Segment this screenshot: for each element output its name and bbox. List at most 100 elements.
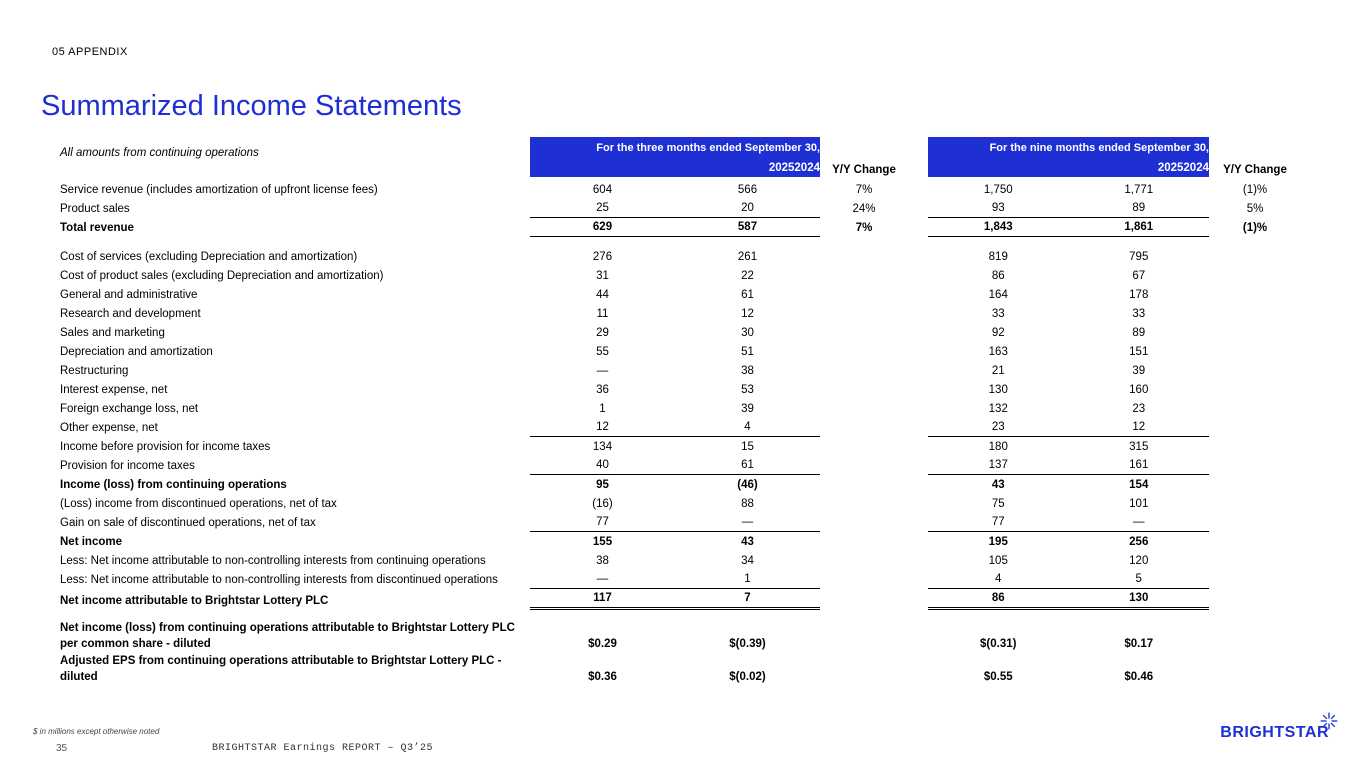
- three-month-years: 2025 2024: [769, 162, 820, 174]
- value-cell: 75: [991, 498, 1005, 510]
- table-row: Income before provision for income taxes…: [60, 437, 1310, 456]
- yy-change-cell: (1)%: [1242, 184, 1268, 196]
- value-cell: 566: [737, 184, 758, 196]
- nine-month-header: For the nine months ended September 30, …: [928, 137, 1209, 177]
- table-row: Depreciation and amortization 55 51 163 151: [60, 342, 1310, 361]
- table-row: Foreign exchange loss, net 1 39 132 23: [60, 399, 1310, 418]
- value-cell: 130: [1129, 592, 1149, 604]
- value-cell: 117: [593, 592, 612, 604]
- three-month-values: $0.36 $(0.02): [530, 668, 820, 686]
- value-cell: 1,861: [1124, 221, 1154, 233]
- value-cell: 12: [1132, 421, 1146, 433]
- value-cell: 15: [741, 441, 754, 453]
- value-cell: 4: [995, 573, 1002, 585]
- value-cell: 12: [741, 308, 754, 320]
- value-cell: (16): [592, 498, 613, 510]
- value-cell: 38: [596, 555, 609, 567]
- table-row: Adjusted EPS from continuing operations …: [60, 653, 1310, 686]
- value-cell: $0.29: [588, 638, 617, 650]
- table-body: Service revenue (includes amortization o…: [60, 180, 1310, 686]
- table-row: Restructuring — 38 21 39: [60, 361, 1310, 380]
- value-cell: 134: [592, 441, 613, 453]
- three-month-values: 29 30: [530, 324, 820, 342]
- three-month-values: 1 39: [530, 400, 820, 418]
- yy-change-header-1: Y/Y Change: [832, 164, 896, 176]
- value-cell: 101: [1129, 498, 1149, 510]
- year-2024: 2024: [1183, 162, 1209, 174]
- value-cell: 629: [592, 221, 613, 233]
- value-cell: 44: [596, 289, 609, 301]
- row-label: Research and development: [60, 308, 201, 320]
- table-row: Net income attributable to Brightstar Lo…: [60, 589, 1310, 610]
- value-cell: 86: [991, 592, 1005, 604]
- three-month-values: $0.29 $(0.39): [530, 635, 820, 653]
- table-subtitle: All amounts from continuing operations: [60, 147, 259, 159]
- value-cell: 1,771: [1124, 184, 1154, 196]
- row-label: Less: Net income attributable to non-con…: [60, 574, 498, 586]
- table-header: All amounts from continuing operations F…: [60, 137, 1310, 177]
- row-label: Restructuring: [60, 365, 129, 377]
- value-cell: 36: [596, 384, 609, 396]
- table-row: Service revenue (includes amortization o…: [60, 180, 1310, 199]
- row-label: Adjusted EPS from continuing operations …: [60, 655, 502, 683]
- starburst-icon: [1319, 711, 1339, 736]
- three-month-values: 276 261: [530, 248, 820, 266]
- value-cell: 261: [737, 251, 758, 263]
- logo-text: BRIGHTSTAR: [1220, 724, 1329, 741]
- nine-month-values: 164 178: [928, 286, 1209, 304]
- nine-month-title: For the nine months ended September 30,: [989, 142, 1209, 154]
- value-cell: 21: [991, 365, 1005, 377]
- three-month-values: — 38: [530, 362, 820, 380]
- row-label: Total revenue: [60, 222, 134, 234]
- three-month-values: 55 51: [530, 343, 820, 361]
- table-row: Gain on sale of discontinued operations,…: [60, 513, 1310, 532]
- yy-change-cell: 7%: [855, 184, 873, 196]
- row-label: Net income: [60, 536, 122, 548]
- yy-change-cell: 24%: [852, 203, 876, 215]
- row-label: Gain on sale of discontinued operations,…: [60, 517, 316, 529]
- three-month-values: 77 —: [530, 513, 820, 532]
- value-cell: 180: [988, 441, 1008, 453]
- nine-month-values: 21 39: [928, 362, 1209, 380]
- section-label: 05 APPENDIX: [52, 46, 128, 58]
- three-month-values: 11 12: [530, 305, 820, 323]
- three-month-header: For the three months ended September 30,…: [530, 137, 820, 177]
- three-month-values: 117 7: [530, 589, 820, 610]
- table-row: Other expense, net 12 4 23 12: [60, 418, 1310, 437]
- value-cell: 587: [737, 221, 758, 233]
- value-cell: —: [596, 365, 609, 377]
- three-month-values: 40 61: [530, 456, 820, 475]
- row-label: Interest expense, net: [60, 384, 168, 396]
- nine-month-values: 137 161: [928, 456, 1209, 475]
- value-cell: 151: [1129, 346, 1149, 358]
- yy-change-cell: (1)%: [1242, 222, 1268, 234]
- table-row: General and administrative 44 61 164 178: [60, 285, 1310, 304]
- nine-month-values: 1,750 1,771: [928, 181, 1209, 199]
- nine-month-values: 77 —: [928, 513, 1209, 532]
- value-cell: 1: [744, 573, 751, 585]
- value-cell: $0.46: [1124, 671, 1154, 683]
- value-cell: —: [1133, 516, 1145, 528]
- row-label: General and administrative: [60, 289, 198, 301]
- value-cell: 7: [744, 592, 751, 604]
- value-cell: 92: [991, 327, 1005, 339]
- nine-month-values: 23 12: [928, 418, 1209, 437]
- nine-month-values: 33 33: [928, 305, 1209, 323]
- value-cell: 12: [596, 421, 609, 433]
- value-cell: 93: [991, 202, 1005, 214]
- three-month-values: 25 20: [530, 199, 820, 218]
- three-month-values: 36 53: [530, 381, 820, 399]
- value-cell: 43: [741, 536, 754, 548]
- nine-month-values: 180 315: [928, 438, 1209, 456]
- value-cell: 164: [988, 289, 1008, 301]
- yy-change-header-2: Y/Y Change: [1223, 164, 1287, 176]
- value-cell: 1: [599, 403, 606, 415]
- value-cell: $0.36: [588, 671, 617, 683]
- table-row: Interest expense, net 36 53 130 160: [60, 380, 1310, 399]
- value-cell: $0.55: [983, 671, 1013, 683]
- row-label: Sales and marketing: [60, 327, 165, 339]
- value-cell: 33: [1132, 308, 1146, 320]
- value-cell: 819: [988, 251, 1008, 263]
- footnote: $ in millions except otherwise noted: [33, 727, 160, 736]
- value-cell: $(0.39): [729, 638, 766, 650]
